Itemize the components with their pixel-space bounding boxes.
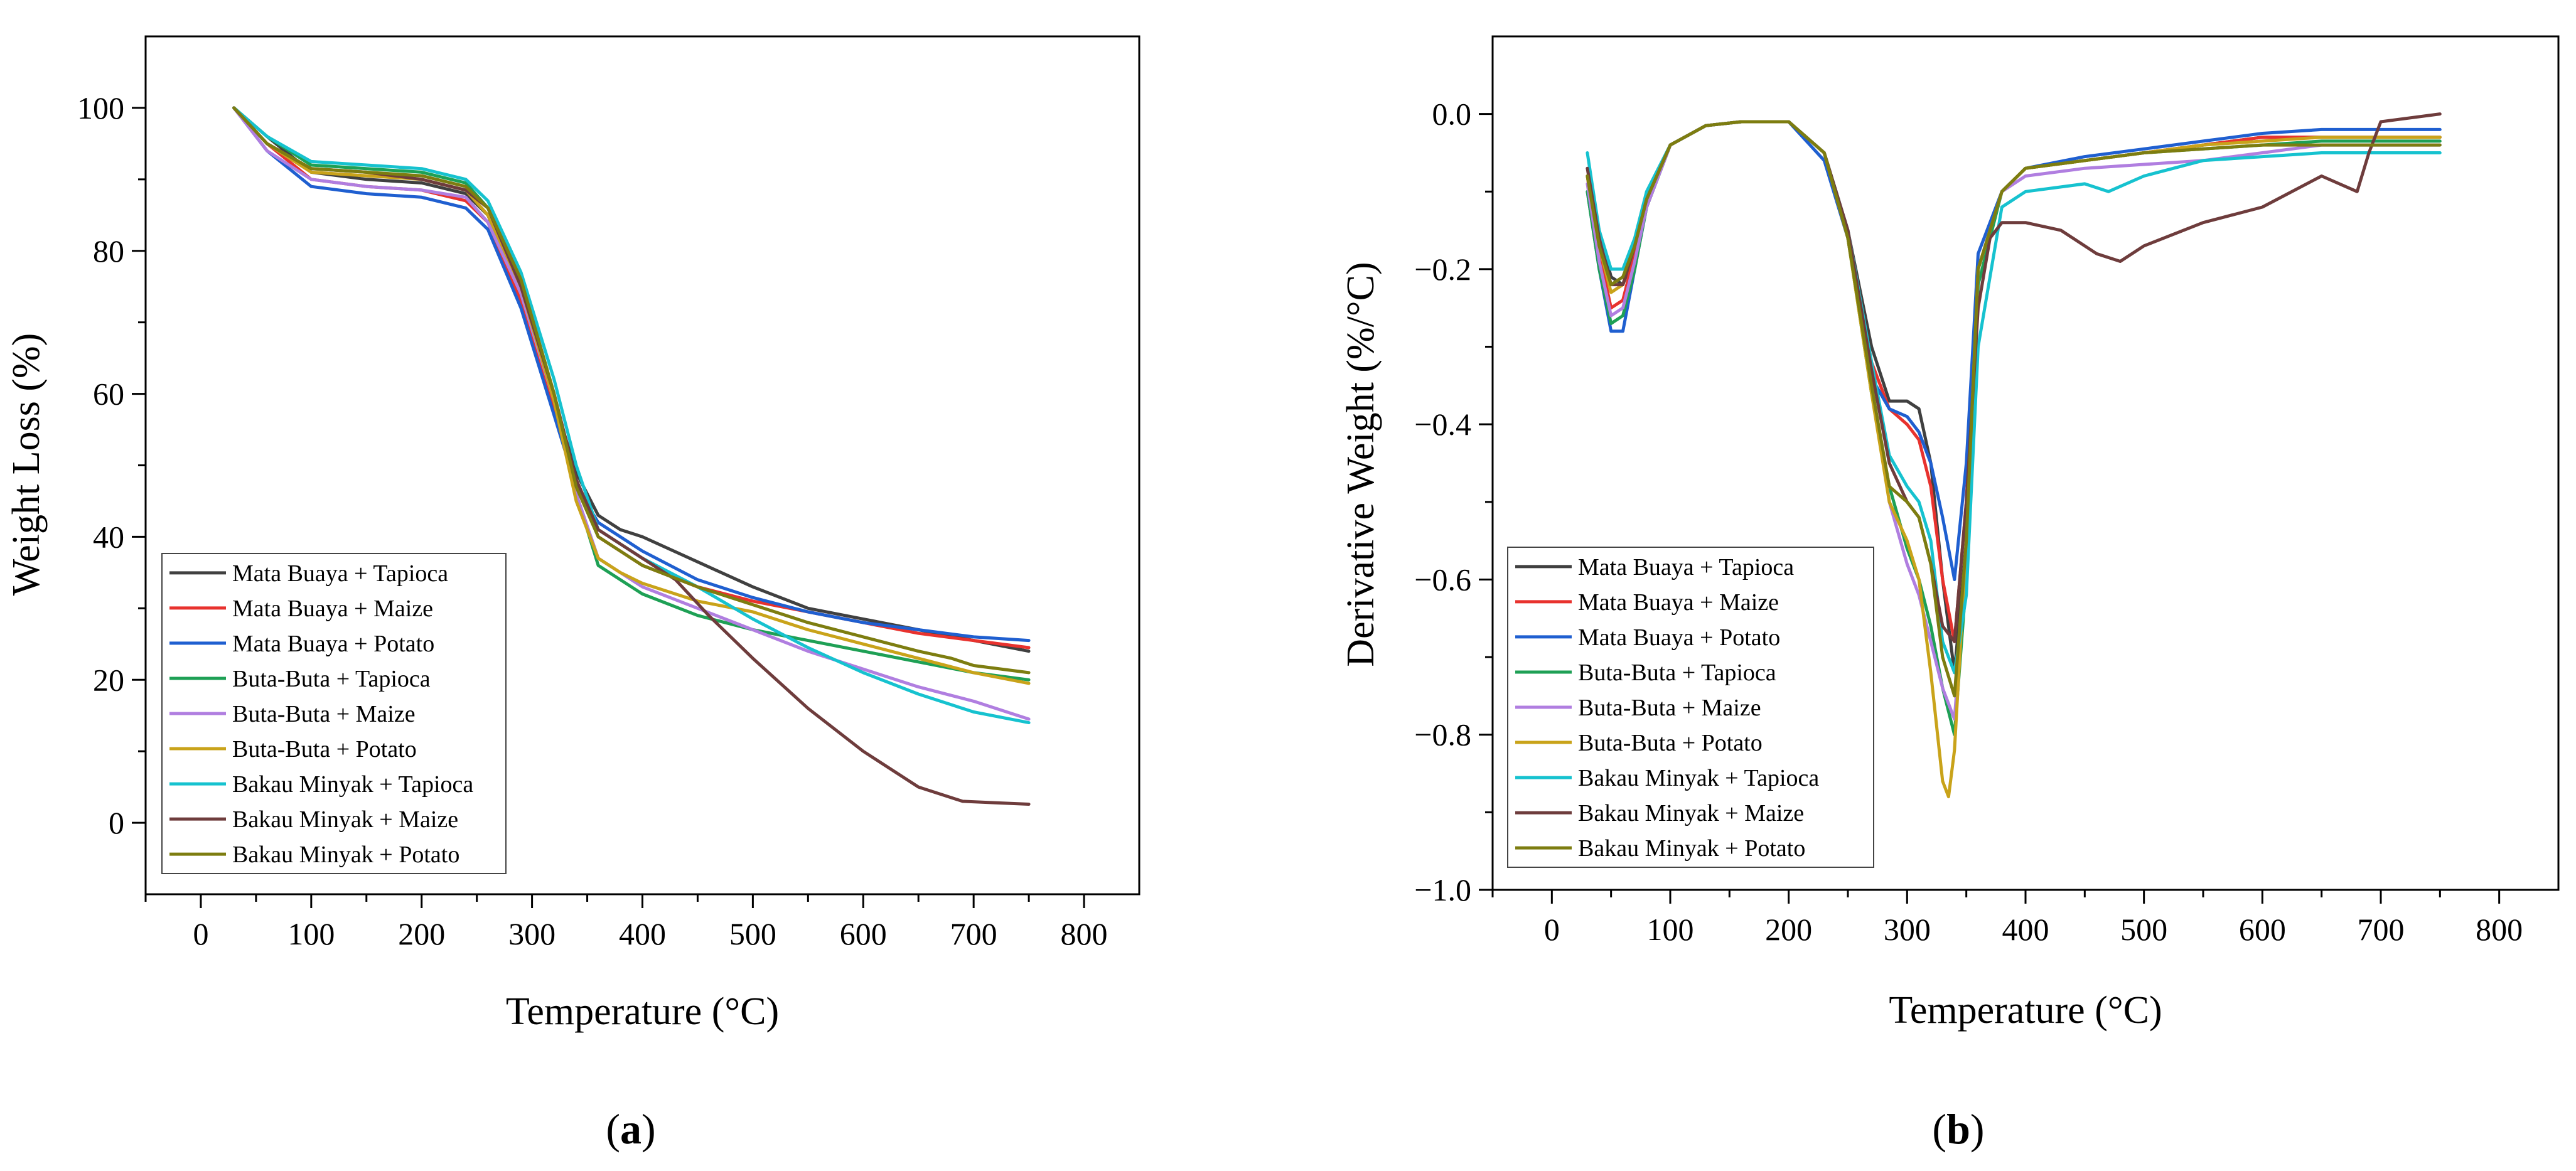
panel-a-y-tick-label: 40 [93, 519, 124, 554]
panel-b-legend-entry-1: Mata Buaya + Tapioca [1578, 554, 1794, 580]
panel-a-y-tick-label: 0 [109, 805, 124, 840]
panel-a-x-tick-label: 0 [193, 916, 208, 951]
panel-a-legend-entry-6: Buta-Buta + Potato [232, 736, 417, 762]
panel-b-legend-entry-6: Buta-Buta + Potato [1578, 730, 1763, 756]
panel-b-legend-entry-7: Bakau Minyak + Tapioca [1578, 765, 1819, 791]
panel-b-x-tick-label: 400 [2002, 912, 2049, 947]
panel-a-x-tick-label: 500 [729, 916, 776, 951]
panel-a-y-tick-label: 100 [77, 90, 124, 126]
panel-b-x-tick-label: 600 [2239, 912, 2286, 947]
panel-b-legend-entry-8: Bakau Minyak + Maize [1578, 800, 1804, 826]
panel-a-legend-entry-3: Mata Buaya + Potato [232, 631, 434, 657]
panel-b-legend-entry-2: Mata Buaya + Maize [1578, 589, 1779, 616]
panel-b-y-tick-label: −0.6 [1414, 562, 1471, 597]
panel-a-label: (a) [606, 1105, 655, 1153]
panel-b-y-tick-label: −0.2 [1414, 252, 1471, 287]
panel-b-y-tick-label: −0.8 [1414, 717, 1471, 752]
panel-a-x-tick-label: 700 [950, 916, 997, 951]
panel-b-label: (b) [1932, 1105, 1984, 1153]
panel-a-y-axis-title: Weight Loss (%) [5, 333, 48, 596]
panel-a-x-tick-label: 100 [287, 916, 335, 951]
panel-b-legend-entry-3: Mata Buaya + Potato [1578, 624, 1780, 651]
panel-b-legend-entry-5: Buta-Buta + Maize [1578, 695, 1761, 721]
panel-a-y-tick-label: 60 [93, 377, 124, 412]
panel-b-x-tick-label: 0 [1544, 912, 1560, 947]
panel-a-legend: Mata Buaya + Tapioca Mata Buaya + Maize Ma… [161, 553, 507, 874]
panel-b-derivative-weight-chart: 0 100 200 300 400 500 600 700 800 0.0 −0.2 −0.4 −0.6… [1339, 35, 2560, 1032]
panel-b-x-tick-label: 100 [1647, 912, 1694, 947]
panel-a-x-tick-label: 800 [1061, 916, 1108, 951]
panel-a-weight-loss-chart: 0 100 200 300 400 500 600 700 800 0 20 40 60 80 100 Tem… [5, 35, 1140, 1033]
panel-a-x-tick-label: 200 [398, 916, 445, 951]
panel-a-series-line-6 [232, 106, 1031, 685]
panel-a-legend-entry-4: Buta-Buta + Tapioca [232, 666, 431, 692]
panel-b-legend-entry-9: Bakau Minyak + Potato [1578, 835, 1805, 862]
panel-b-series-line-7 [1586, 120, 2442, 675]
panel-a-y-tick-label: 80 [93, 233, 124, 269]
panel-b-y-tick-label: 0.0 [1432, 97, 1472, 132]
panel-b-y-tick-label: −1.0 [1414, 872, 1471, 907]
panel-b-x-tick-label: 300 [1884, 912, 1931, 947]
panel-a-series-line-8 [232, 106, 1031, 806]
panel-a-legend-entry-1: Mata Buaya + Tapioca [232, 560, 448, 587]
panel-a-legend-entry-9: Bakau Minyak + Potato [232, 842, 459, 868]
panel-b-series-line-9 [1586, 120, 2442, 698]
panel-b-x-tick-label: 700 [2358, 912, 2405, 947]
panel-a-series-line-7 [232, 106, 1031, 725]
panel-a-x-tick-label: 400 [619, 916, 666, 951]
panel-a-legend-entry-8: Bakau Minyak + Maize [232, 806, 458, 833]
panel-b-x-tick-label: 500 [2120, 912, 2167, 947]
panel-a-legend-entry-7: Bakau Minyak + Tapioca [232, 771, 473, 798]
panel-a-x-axis-title: Temperature (°C) [506, 990, 779, 1033]
panel-b-x-tick-label: 200 [1765, 912, 1812, 947]
panel-a-legend-entry-2: Mata Buaya + Maize [232, 596, 433, 622]
panel-b-y-axis-title: Derivative Weight (%/°C) [1339, 262, 1382, 666]
panel-a-legend-entry-5: Buta-Buta + Maize [232, 701, 416, 727]
panel-a-x-tick-label: 300 [508, 916, 555, 951]
panel-b-legend-entry-4: Buta-Buta + Tapioca [1578, 660, 1776, 686]
panel-b-y-tick-label: −0.4 [1414, 407, 1471, 442]
panel-b-x-axis-title: Temperature (°C) [1889, 989, 2162, 1032]
panel-a-series-line-9 [232, 106, 1031, 675]
panel-a-x-tick-label: 600 [840, 916, 887, 951]
panel-a-y-tick-label: 20 [93, 662, 124, 697]
panel-b-x-tick-label: 800 [2476, 912, 2523, 947]
panel-b-series-line-5 [1586, 120, 2442, 721]
panel-b-legend: Mata Buaya + Tapioca Mata Buaya + Maize Ma… [1507, 547, 1874, 868]
panel-b-series-line-3 [1586, 120, 2442, 581]
